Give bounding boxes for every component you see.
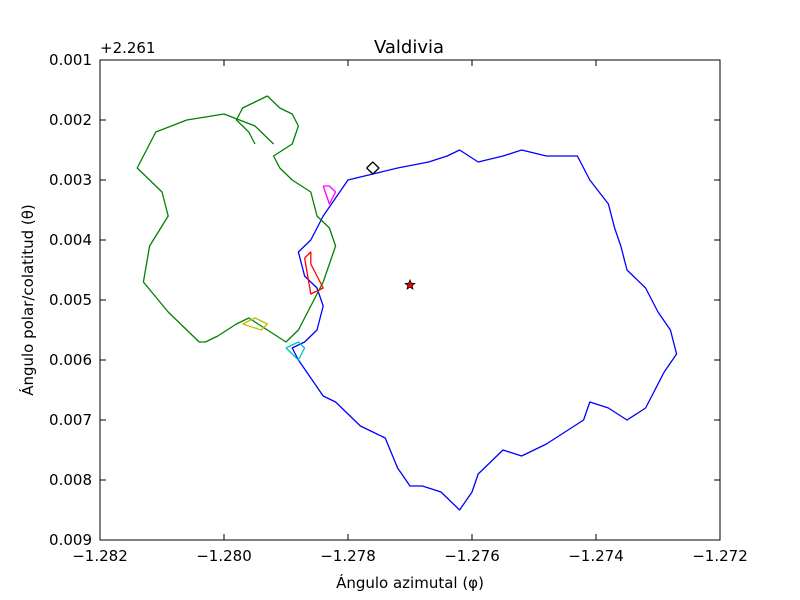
star-marker: [404, 278, 416, 290]
y-tick-label: 0.006: [49, 351, 92, 369]
y-offset-label: +2.261: [100, 39, 156, 57]
series-line-5: [242, 317, 269, 331]
y-tick-label: 0.005: [49, 291, 92, 309]
x-tick-label: −1.274: [568, 547, 624, 565]
y-tick-label: 0.004: [49, 231, 92, 249]
series-line-2: [303, 251, 324, 295]
plot-frame: [99, 59, 721, 541]
series-layer: [136, 95, 678, 511]
y-tick-label: 0.008: [49, 471, 92, 489]
chart-title: Valdivia: [374, 37, 444, 58]
x-tick-label: −1.282: [72, 547, 128, 565]
y-axis: 0.001 0.002 0.003 0.004 0.005 0.006 0.007 0.008…: [49, 51, 720, 549]
series-line-1: [136, 95, 337, 343]
x-tick-label: −1.276: [444, 547, 500, 565]
series-line-4: [285, 341, 306, 361]
series-line-0: [291, 149, 678, 511]
y-tick-label: 0.003: [49, 171, 92, 189]
series-line-6: [366, 161, 380, 175]
y-tick-label: 0.007: [49, 411, 92, 429]
x-axis-label: Ángulo azimutal (φ): [336, 573, 484, 592]
plot-area: [99, 59, 721, 541]
series-line-3: [322, 185, 337, 205]
y-tick-label: 0.002: [49, 111, 92, 129]
y-tick-label: 0.009: [49, 531, 92, 549]
x-tick-label: −1.280: [196, 547, 252, 565]
x-tick-label: −1.272: [692, 547, 748, 565]
x-axis: −1.282 −1.280 −1.278 −1.276 −1.274 −1.272: [72, 60, 748, 565]
x-tick-label: −1.278: [320, 547, 376, 565]
y-axis-label: Ángulo polar/colatitud (θ): [18, 204, 37, 396]
y-tick-label: 0.001: [49, 51, 92, 69]
